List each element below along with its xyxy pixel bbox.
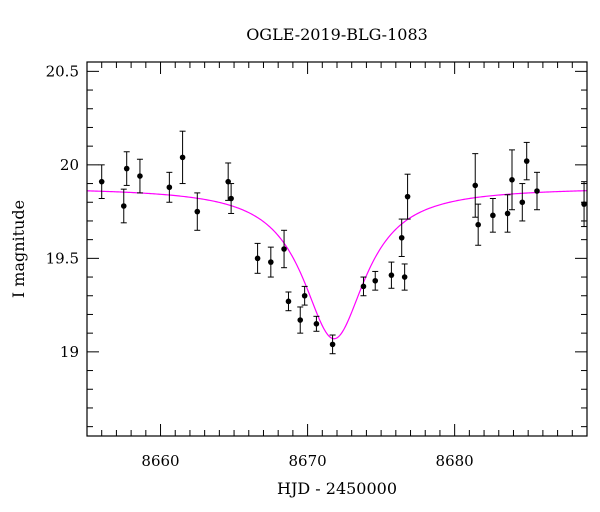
point-marker [166, 184, 173, 191]
data-point-27 [504, 194, 511, 233]
data-point-10 [254, 242, 261, 274]
data-point-6 [179, 130, 186, 185]
data-point-12 [281, 229, 288, 269]
point-marker [98, 178, 105, 185]
point-marker [313, 321, 320, 327]
point-marker [372, 277, 379, 284]
point-marker [297, 317, 304, 323]
point-marker [398, 234, 405, 241]
data-point-25 [475, 203, 482, 246]
point-marker [523, 158, 530, 164]
data-point-17 [329, 334, 336, 355]
point-marker [519, 199, 526, 206]
point-marker [360, 283, 367, 290]
point-marker [509, 177, 515, 183]
chart-title: OGLE-2019-BLG-1083 [246, 25, 428, 44]
point-marker [401, 274, 408, 280]
data-point-13 [285, 291, 292, 312]
data-point-11 [267, 246, 274, 278]
point-marker [179, 154, 186, 161]
data-point-1 [98, 164, 105, 200]
plot-frame [86, 61, 588, 437]
data-point-26 [489, 198, 496, 233]
point-marker [472, 182, 479, 189]
data-point-4 [136, 158, 143, 194]
y-tick-label: 19.5 [46, 249, 79, 267]
data-point-28 [509, 149, 515, 211]
point-marker [504, 210, 511, 217]
x-tick-label: 8680 [436, 452, 474, 470]
point-marker [268, 259, 274, 265]
point-marker [475, 221, 481, 228]
point-marker [137, 173, 143, 179]
data-point-29 [519, 183, 526, 222]
point-marker [123, 165, 130, 172]
data-point-9 [228, 183, 235, 214]
point-marker [534, 188, 540, 194]
data-point-3 [123, 151, 130, 186]
point-marker [285, 298, 292, 305]
data-point-20 [388, 261, 395, 289]
y-axis-label: I magnitude [9, 200, 28, 298]
model-curve [86, 190, 588, 340]
point-marker [254, 255, 261, 262]
data-point-7 [194, 192, 201, 231]
data-point-19 [372, 270, 379, 291]
data-point-18 [360, 276, 367, 297]
x-tick-label: 8670 [288, 452, 326, 470]
data-point-16 [313, 315, 320, 332]
data-point-23 [404, 173, 411, 220]
data-point-14 [297, 306, 304, 334]
data-point-32 [581, 181, 588, 228]
y-tick-label: 20 [60, 156, 79, 174]
data-point-22 [401, 263, 408, 291]
point-marker [228, 195, 234, 202]
point-marker [329, 341, 336, 348]
data-point-30 [523, 141, 530, 181]
plot-marks [86, 130, 588, 355]
data-point-5 [166, 171, 173, 203]
y-tick-label: 19 [60, 343, 79, 361]
data-point-31 [534, 171, 540, 211]
data-point-21 [398, 218, 405, 257]
point-marker [281, 246, 287, 252]
data-point-8 [225, 162, 232, 201]
point-marker [194, 208, 201, 215]
point-marker [388, 272, 395, 278]
point-marker [490, 212, 496, 219]
axis-ticks: 8660 8670 8680 19 19.5 20 20.5 [46, 62, 588, 470]
x-axis-label: HJD - 2450000 [277, 479, 397, 498]
x-tick-label: 8660 [141, 452, 179, 470]
y-tick-label: 20.5 [46, 62, 79, 80]
data-point-15 [301, 285, 308, 306]
point-marker [301, 292, 308, 299]
point-marker [120, 203, 127, 209]
data-point-24 [472, 153, 479, 218]
point-marker [404, 193, 411, 200]
data-point-2 [120, 188, 127, 224]
